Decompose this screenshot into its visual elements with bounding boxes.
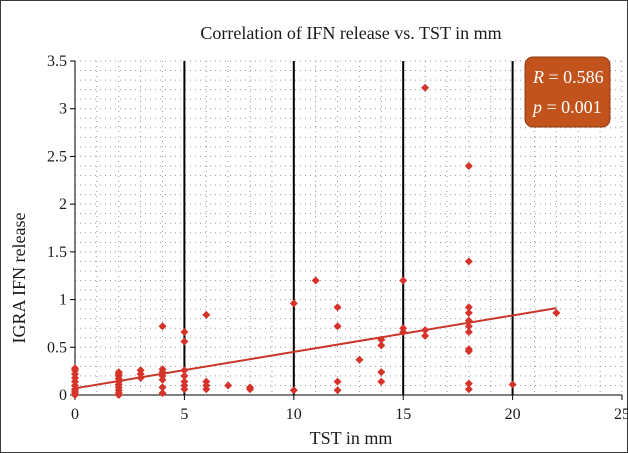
data-point (464, 161, 473, 170)
p-stat-label: p (531, 97, 542, 117)
r-stat-label: R (532, 67, 544, 87)
x-tick-label: 0 (71, 406, 79, 423)
data-point (114, 368, 123, 377)
y-tick-label: 3 (59, 101, 67, 118)
x-tick-label: 20 (505, 406, 521, 423)
data-point (377, 377, 386, 386)
data-point (246, 383, 255, 392)
data-point (464, 257, 473, 266)
data-point (289, 386, 298, 395)
data-point (180, 371, 189, 380)
data-point (311, 276, 320, 285)
data-point (421, 326, 430, 335)
stats-box: R = 0.586 p = 0.001 (524, 56, 611, 128)
data-points (71, 83, 561, 399)
data-point (333, 303, 342, 312)
data-point (421, 331, 430, 340)
data-point (180, 328, 189, 337)
data-point (224, 381, 233, 390)
data-point (333, 377, 342, 386)
y-tick-label: 2 (59, 196, 67, 213)
data-point (180, 366, 189, 375)
data-point (399, 276, 408, 285)
data-point (464, 345, 473, 354)
chart-title: Correlation of IFN release vs. TST in mm (200, 23, 501, 43)
data-point (377, 341, 386, 350)
x-axis-label: TST in mm (310, 428, 393, 448)
data-point (180, 377, 189, 386)
data-point (464, 385, 473, 394)
data-point (464, 308, 473, 317)
data-point (399, 324, 408, 333)
vertical-reference-lines (183, 61, 514, 395)
p-stat-line: p = 0.001 (531, 97, 602, 117)
data-point (552, 308, 561, 317)
data-point (289, 299, 298, 308)
y-axis-label: IGRA IFN release (9, 213, 29, 344)
data-point (421, 83, 430, 92)
x-tick-label: 25 (614, 406, 628, 423)
data-point (464, 322, 473, 331)
data-point (333, 322, 342, 331)
y-tick-label: 1.5 (47, 244, 67, 261)
x-ticks: 0 5 10 15 20 25 (71, 395, 628, 423)
data-point (158, 322, 167, 331)
data-point (355, 355, 364, 364)
data-point (158, 383, 167, 392)
data-point (158, 365, 167, 374)
x-tick-label: 5 (180, 406, 188, 423)
data-point (377, 368, 386, 377)
data-point (464, 303, 473, 312)
y-ticks: 0 0.5 1 1.5 2 2.5 3 3.5 (47, 53, 75, 404)
data-point (464, 316, 473, 325)
data-point (136, 366, 145, 375)
data-point (158, 389, 167, 398)
y-tick-label: 3.5 (47, 53, 67, 70)
data-point (464, 379, 473, 388)
data-point (202, 377, 211, 386)
axes (74, 61, 622, 396)
regression-line-group (74, 307, 557, 390)
y-tick-label: 0 (59, 387, 67, 404)
r-stat-line: R = 0.586 (532, 67, 604, 87)
x-tick-label: 15 (395, 406, 411, 423)
data-point (333, 386, 342, 395)
data-point (464, 328, 473, 337)
data-point (202, 310, 211, 319)
regression-line (74, 307, 557, 390)
data-point (71, 364, 79, 373)
stats-box-background (524, 56, 611, 128)
data-point (508, 380, 517, 389)
p-stat-value: 0.001 (561, 97, 602, 117)
data-point (377, 335, 386, 344)
x-tick-label: 10 (286, 406, 302, 423)
y-tick-label: 0.5 (47, 339, 67, 356)
y-tick-label: 2.5 (47, 148, 67, 165)
y-tick-label: 1 (59, 292, 67, 309)
data-point (180, 337, 189, 346)
r-stat-value: 0.586 (563, 67, 604, 87)
